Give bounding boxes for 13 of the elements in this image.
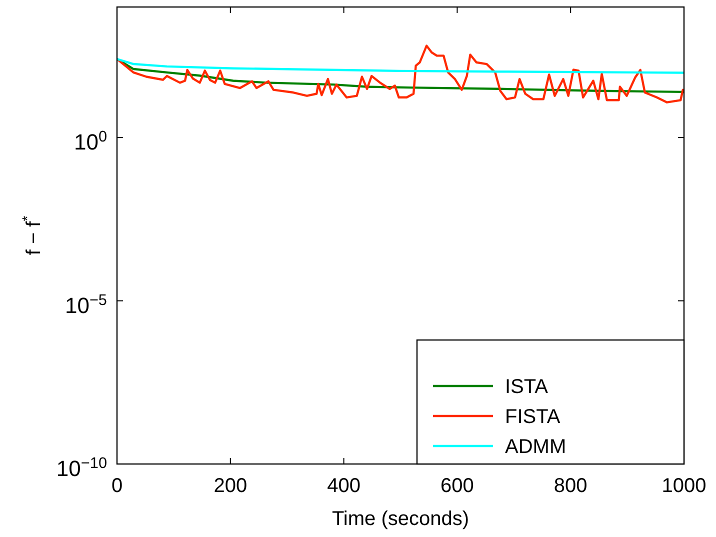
x-tick-label: 200	[214, 475, 248, 497]
x-tick-label: 600	[440, 475, 474, 497]
y-tick-label: 10$^{−5}$	[64, 291, 107, 318]
y-tick-label: 10$^{0}$	[74, 128, 107, 155]
x-axis-title: Time (seconds)	[332, 508, 470, 530]
legend-label: ADMM	[505, 436, 566, 458]
x-tick-label: 0	[111, 475, 123, 497]
x-tick-label: 400	[327, 475, 360, 497]
x-tick-label: 1000	[662, 475, 706, 497]
legend-label: ISTA	[505, 376, 549, 398]
x-tick-label: 800	[554, 475, 588, 497]
y-tick-label: 10$^{−10}$	[56, 454, 107, 481]
legend-label: FISTA	[505, 406, 561, 428]
